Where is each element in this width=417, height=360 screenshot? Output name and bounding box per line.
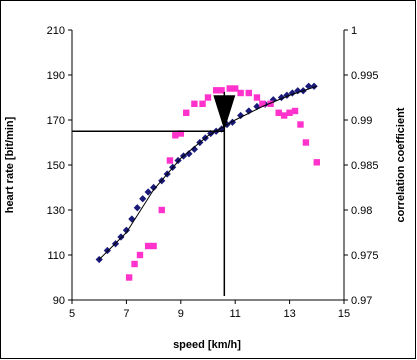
y-tick-label: 110	[47, 250, 65, 262]
correlation-point	[204, 94, 212, 101]
correlation-point	[232, 85, 239, 92]
correlation-point	[144, 242, 152, 250]
correlation-point	[212, 87, 220, 94]
threshold-arrow	[213, 95, 236, 131]
y2-tick-label: 1	[351, 25, 357, 37]
x-tick-label: 11	[229, 308, 240, 320]
correlation-point	[218, 87, 225, 94]
correlation-point	[158, 206, 165, 214]
y-tick-label: 90	[53, 295, 65, 307]
x-axis-title: speed [km/h]	[173, 339, 241, 351]
heart-rate-point	[228, 118, 237, 126]
correlation-point	[286, 109, 293, 116]
correlation-point	[191, 100, 198, 107]
correlation-point	[253, 94, 261, 101]
correlation-point	[291, 107, 299, 115]
y-tick-label: 130	[47, 205, 65, 217]
heart-rate-point	[294, 87, 302, 95]
correlation-point	[297, 121, 304, 128]
correlation-point	[150, 242, 157, 250]
correlation-point	[237, 89, 244, 97]
correlation-point	[280, 112, 288, 119]
y2-tick-label: 0.995	[351, 70, 379, 82]
heart-rate-point	[103, 246, 111, 255]
y2-tick-label: 0.97	[351, 295, 372, 307]
heart-rate-point	[305, 82, 313, 90]
y2-axis-title: correlation coefficient	[395, 107, 407, 222]
correlation-point	[259, 100, 266, 107]
heart-rate-point	[139, 195, 147, 203]
x-tick-label: 7	[123, 308, 129, 320]
correlation-point	[275, 109, 282, 116]
heart-rate-point	[133, 204, 141, 212]
trend-line	[98, 85, 317, 260]
axes	[71, 30, 345, 301]
heart-rate-point	[185, 150, 193, 158]
correlation-point	[136, 251, 144, 259]
x-tick-label: 15	[338, 308, 350, 320]
x-tick-label: 13	[283, 308, 295, 320]
correlation-point	[199, 100, 206, 107]
heart-rate-point	[150, 183, 158, 192]
heart-rate-point	[122, 226, 130, 234]
y-axis-title: heart rate [bit/min]	[4, 116, 16, 213]
correlation-point	[245, 89, 252, 97]
marks	[95, 82, 320, 281]
correlation-point	[226, 85, 233, 92]
correlation-point	[302, 139, 310, 146]
correlation-point	[313, 159, 320, 166]
correlation-point	[172, 132, 179, 139]
y-tick-label: 190	[47, 70, 65, 82]
y2-tick-label: 0.98	[351, 205, 372, 217]
heart-rate-point	[117, 233, 125, 241]
heart-rate-point	[128, 215, 136, 223]
heart-rate-point	[144, 188, 152, 196]
correlation-point	[166, 157, 174, 164]
heart-rate-point	[253, 102, 261, 111]
y2-tick-label: 0.975	[351, 250, 379, 262]
heart-rate-point	[269, 96, 277, 104]
y2-tick-label: 0.99	[351, 115, 372, 127]
correlation-point	[267, 100, 274, 107]
x-tick-label: 9	[178, 308, 184, 320]
y-tick-label: 210	[47, 25, 65, 37]
ticks: 5 7 9 11 13 15 90 110 130 150 170 190 210 0.97 0.975 0.…	[47, 25, 379, 320]
heart-rate-point	[237, 111, 245, 120]
correlation-point	[125, 274, 133, 281]
y2-tick-label: 0.985	[351, 160, 379, 172]
x-tick-label: 5	[69, 308, 75, 320]
y-tick-label: 150	[47, 160, 65, 172]
correlation-point	[183, 109, 190, 116]
annotations	[72, 92, 236, 296]
heart-rate-point	[190, 145, 198, 153]
correlation-point	[177, 130, 184, 137]
correlation-point	[131, 260, 138, 268]
heart-rate-point	[310, 82, 318, 90]
y-tick-label: 170	[47, 115, 65, 127]
